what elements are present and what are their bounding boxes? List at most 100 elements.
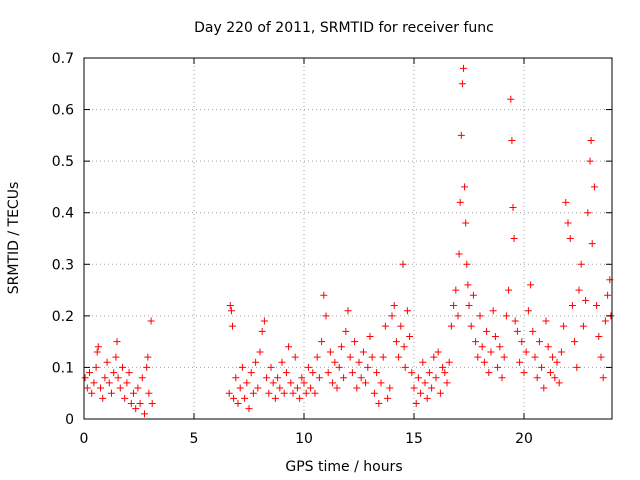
y-tick-label: 0.6 <box>52 103 74 119</box>
y-tick-label: 0.4 <box>52 206 74 222</box>
data-points <box>81 64 615 418</box>
data-point <box>417 389 425 397</box>
x-tick-label: 20 <box>515 431 533 447</box>
data-point <box>518 338 526 346</box>
data-point <box>368 353 376 361</box>
data-point <box>287 379 295 387</box>
data-point <box>144 353 152 361</box>
data-point <box>94 343 102 351</box>
data-point <box>236 384 244 392</box>
data-point <box>130 389 137 397</box>
data-point <box>386 384 394 392</box>
x-tick-label: 10 <box>295 431 313 447</box>
data-point <box>573 363 581 371</box>
x-tick-labels: 0 5 10 15 20 <box>80 431 533 447</box>
data-point <box>103 358 111 366</box>
data-point <box>465 302 473 310</box>
data-point <box>430 353 438 361</box>
data-point <box>234 400 242 408</box>
data-point <box>414 374 422 382</box>
data-point <box>555 379 563 387</box>
data-point <box>535 338 543 346</box>
data-point <box>524 307 532 315</box>
data-point <box>551 374 559 382</box>
data-point <box>601 317 609 325</box>
data-point <box>571 338 579 346</box>
data-point <box>516 358 524 366</box>
grid-lines <box>84 58 612 419</box>
data-point <box>564 219 572 227</box>
data-point <box>346 353 354 361</box>
data-point <box>604 291 612 299</box>
data-point <box>582 296 590 304</box>
data-point <box>511 317 519 325</box>
data-point <box>467 322 475 330</box>
data-point <box>366 332 374 340</box>
data-point <box>112 353 120 361</box>
data-point <box>508 137 516 145</box>
data-point <box>406 332 414 340</box>
data-point <box>291 353 299 361</box>
data-point <box>560 322 568 330</box>
y-tick-label: 0.5 <box>52 154 74 170</box>
data-point <box>276 384 284 392</box>
data-point <box>421 379 429 387</box>
data-point <box>384 394 392 402</box>
data-point <box>491 332 499 340</box>
data-point <box>315 374 323 382</box>
data-point <box>575 286 583 294</box>
data-point <box>105 379 113 387</box>
data-point <box>489 307 497 315</box>
data-point <box>522 348 530 356</box>
data-point <box>269 379 277 387</box>
data-point <box>505 286 513 294</box>
data-point <box>531 353 539 361</box>
data-point <box>520 369 528 377</box>
data-point <box>507 95 515 103</box>
data-point <box>355 358 363 366</box>
data-point <box>302 389 310 397</box>
data-point <box>256 348 264 356</box>
data-point <box>412 400 420 408</box>
data-point <box>125 369 133 377</box>
data-point <box>141 410 148 418</box>
data-point <box>267 363 275 371</box>
data-point <box>136 400 144 408</box>
data-point <box>400 343 408 351</box>
data-point <box>458 80 466 88</box>
data-point <box>487 348 495 356</box>
data-point <box>533 374 541 382</box>
data-point <box>399 260 407 268</box>
data-point <box>549 353 557 361</box>
data-point <box>271 394 279 402</box>
data-point <box>456 198 464 206</box>
data-point <box>373 369 381 377</box>
data-point <box>274 374 282 382</box>
data-point <box>127 400 135 408</box>
data-point <box>478 343 486 351</box>
data-point <box>392 338 400 346</box>
data-point <box>397 322 405 330</box>
data-point <box>226 302 234 310</box>
x-tick-label: 15 <box>405 431 423 447</box>
data-point <box>145 389 153 397</box>
data-point <box>457 131 465 139</box>
data-point <box>337 343 345 351</box>
data-point <box>401 363 409 371</box>
y-tick-labels: 0 0.1 0.2 0.3 0.4 0.5 0.6 0.7 <box>52 51 74 428</box>
data-point <box>498 374 506 382</box>
data-point <box>587 137 595 145</box>
data-point <box>595 332 603 340</box>
data-point <box>364 363 372 371</box>
data-point <box>597 353 605 361</box>
data-point <box>500 353 508 361</box>
data-point <box>258 327 266 335</box>
data-point <box>249 389 257 397</box>
data-point <box>147 317 155 325</box>
data-point <box>450 302 458 310</box>
data-point <box>351 338 359 346</box>
data-point <box>296 394 304 402</box>
data-point <box>463 260 471 268</box>
data-point <box>428 384 436 392</box>
data-point <box>452 286 460 294</box>
